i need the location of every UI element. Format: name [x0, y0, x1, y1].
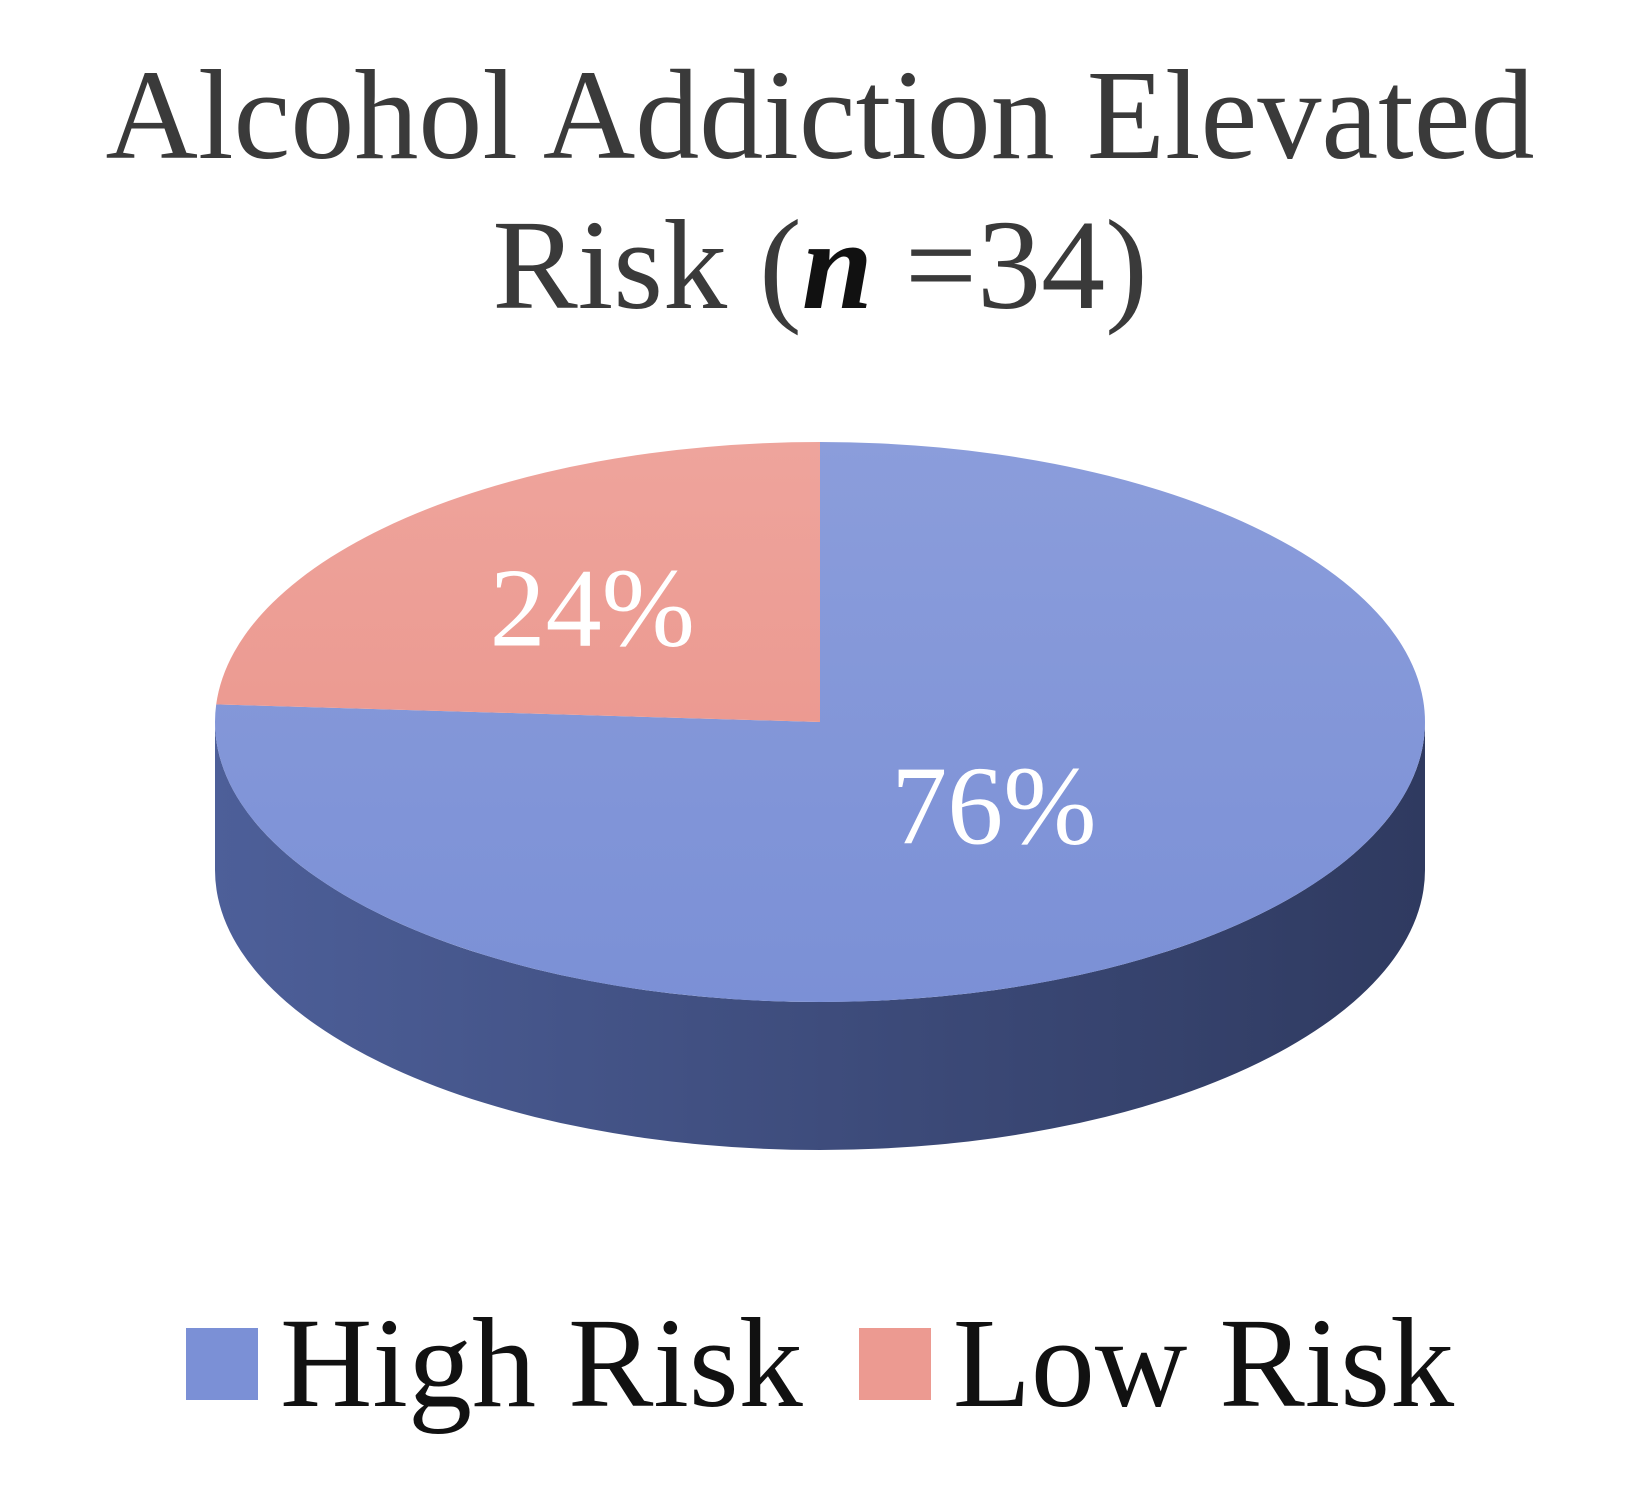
legend-label-low-risk: Low Risk: [952, 1292, 1455, 1434]
title-risk-prefix: Risk (: [492, 194, 802, 336]
legend: High Risk Low Risk: [0, 1290, 1640, 1437]
title-n-symbol: n: [801, 194, 873, 336]
legend-entry-high-risk: High Risk: [185, 1290, 803, 1437]
data-label-low-risk: 24%: [490, 547, 695, 671]
chart-title-line-2: Risk (n =34): [0, 190, 1640, 340]
title-n-value: =34): [872, 194, 1148, 336]
legend-entry-low-risk: Low Risk: [858, 1290, 1455, 1437]
pie-slice-low-risk: [216, 442, 820, 722]
pie-labels-group: 76% 24%: [490, 547, 1097, 869]
data-label-high-risk: 76%: [891, 745, 1096, 869]
legend-swatch-high-risk: [185, 1327, 258, 1400]
chart-title-line-1: Alcohol Addiction Elevated: [105, 44, 1535, 186]
chart-title: Alcohol Addiction Elevated Risk (n =34): [0, 40, 1640, 340]
pie-side-group: [215, 722, 1425, 1150]
legend-swatch-low-risk: [858, 1327, 931, 1400]
pie-top-group: [215, 442, 1426, 1002]
legend-label-high-risk: High Risk: [279, 1292, 803, 1434]
pie-side-high-risk: [215, 722, 1425, 1150]
